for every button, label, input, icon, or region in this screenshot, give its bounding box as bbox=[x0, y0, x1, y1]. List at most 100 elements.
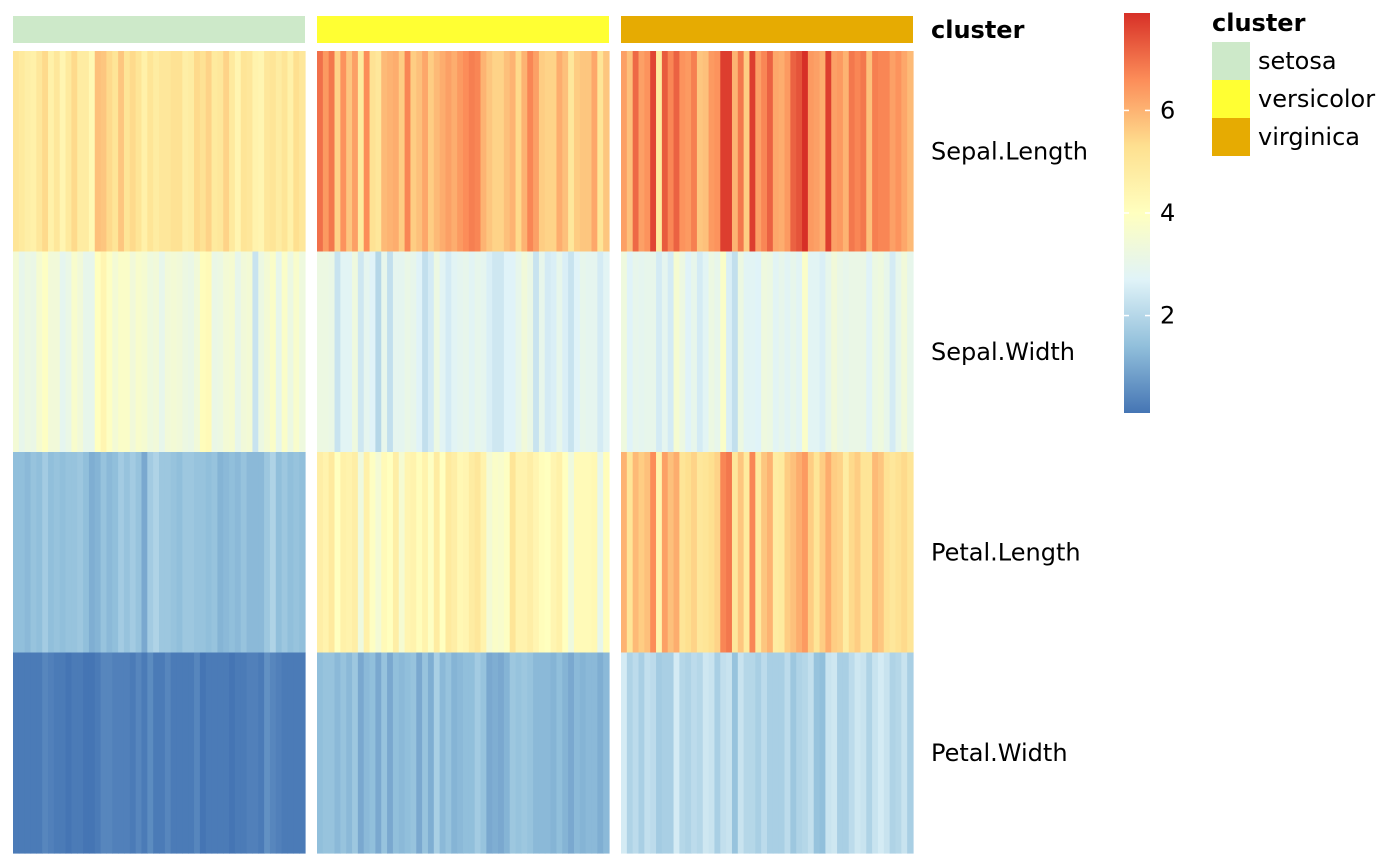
heatmap-cell bbox=[661, 251, 669, 453]
heatmap-cell bbox=[503, 452, 511, 654]
heatmap-cell bbox=[737, 652, 745, 854]
heatmap-cell bbox=[585, 652, 593, 854]
annotation-cell-versicolor bbox=[317, 16, 609, 43]
heatmap-cell bbox=[65, 452, 72, 654]
heatmap-cell bbox=[538, 51, 546, 253]
heatmap-cell bbox=[691, 251, 698, 453]
heatmap-cell bbox=[767, 452, 774, 654]
heatmap-cell bbox=[650, 652, 657, 854]
heatmap-cell bbox=[199, 652, 207, 854]
heatmap-cell bbox=[346, 652, 353, 854]
heatmap-cell bbox=[334, 51, 341, 253]
heatmap-cell bbox=[451, 652, 458, 854]
heatmap-cell bbox=[696, 452, 704, 654]
heatmap-cell bbox=[194, 452, 201, 654]
heatmap-cell bbox=[691, 452, 698, 654]
heatmap-cell bbox=[544, 251, 552, 453]
heatmap-cell bbox=[100, 251, 108, 453]
heatmap-cell bbox=[182, 51, 189, 253]
heatmap-cell bbox=[159, 51, 166, 253]
heatmap-cell bbox=[492, 452, 499, 654]
legend-title: cluster bbox=[1212, 9, 1306, 37]
heatmap-cell bbox=[895, 452, 902, 654]
heatmap-cell bbox=[503, 251, 511, 453]
heatmap-cell bbox=[269, 452, 277, 654]
heatmap-cell bbox=[340, 251, 347, 453]
heatmap-cell bbox=[77, 51, 84, 253]
heatmap-cell bbox=[170, 51, 178, 253]
heatmap-cell bbox=[573, 452, 581, 654]
heatmap-cell bbox=[59, 51, 67, 253]
heatmap-cell bbox=[521, 452, 528, 654]
heatmap-cell bbox=[48, 452, 55, 654]
heatmap-cell bbox=[708, 652, 716, 854]
heatmap-cell bbox=[123, 652, 131, 854]
heatmap-cell bbox=[889, 251, 897, 453]
heatmap-cell bbox=[784, 51, 791, 253]
heatmap-cell bbox=[883, 452, 891, 654]
heatmap-cell bbox=[901, 652, 908, 854]
heatmap-cell bbox=[234, 251, 242, 453]
heatmap-cell bbox=[819, 452, 826, 654]
heatmap-cell bbox=[170, 652, 178, 854]
heatmap-cell bbox=[217, 51, 224, 253]
heatmap-cell bbox=[533, 652, 540, 854]
heatmap-cell bbox=[281, 251, 289, 453]
heatmap-cell bbox=[18, 652, 26, 854]
heatmap-cell bbox=[848, 452, 856, 654]
heatmap-cell bbox=[708, 51, 716, 253]
heatmap-cell bbox=[562, 251, 569, 453]
heatmap-cell bbox=[901, 251, 908, 453]
heatmap-cell bbox=[223, 251, 230, 453]
heatmap-cell bbox=[673, 652, 680, 854]
heatmap-cell bbox=[13, 652, 20, 854]
heatmap-cell bbox=[790, 51, 797, 253]
heatmap-cell bbox=[679, 452, 686, 654]
heatmap-cell bbox=[457, 652, 464, 854]
heatmap-cell bbox=[644, 652, 651, 854]
heatmap-cell bbox=[778, 51, 786, 253]
heatmap-cell bbox=[807, 51, 815, 253]
heatmap-cell bbox=[573, 51, 581, 253]
row-labels: Sepal.Length Sepal.Width Petal.Length Petal… bbox=[931, 137, 1088, 766]
heatmap-cell bbox=[123, 51, 131, 253]
heatmap-cell bbox=[334, 251, 341, 453]
heatmap-cell bbox=[363, 652, 371, 854]
heatmap-cell bbox=[369, 251, 376, 453]
heatmap-cell bbox=[889, 51, 897, 253]
heatmap-cell bbox=[644, 251, 651, 453]
heatmap-cell bbox=[433, 652, 441, 854]
heatmap-cell bbox=[597, 251, 604, 453]
heatmap-cell bbox=[445, 251, 452, 453]
heatmap-cell bbox=[223, 652, 230, 854]
heatmap-cell bbox=[317, 251, 324, 453]
heatmap-cell bbox=[714, 251, 721, 453]
heatmap-cell bbox=[65, 251, 72, 453]
heatmap-cell bbox=[42, 652, 49, 854]
heatmap-cell bbox=[24, 452, 32, 654]
heatmap-cell bbox=[135, 251, 143, 453]
heatmap-cell bbox=[30, 251, 37, 453]
heatmap-cell bbox=[696, 51, 704, 253]
heatmap-cell bbox=[77, 251, 84, 453]
heatmap-cell bbox=[743, 251, 751, 453]
heatmap-cell bbox=[352, 251, 359, 453]
heatmap-cell bbox=[129, 452, 137, 654]
heatmap-cell bbox=[176, 251, 183, 453]
color-scale-tick-label: 2 bbox=[1160, 302, 1175, 330]
row-label: Sepal.Length bbox=[931, 137, 1088, 165]
heatmap-cell bbox=[685, 251, 692, 453]
heatmap-cell bbox=[352, 452, 359, 654]
heatmap-cell bbox=[30, 452, 37, 654]
heatmap-cell bbox=[287, 51, 294, 253]
heatmap-cell bbox=[579, 652, 587, 854]
heatmap-cell bbox=[907, 452, 914, 654]
cluster-annotation-bar bbox=[13, 16, 913, 43]
heatmap-cell bbox=[65, 51, 72, 253]
heatmap-cell bbox=[118, 652, 125, 854]
heatmap-cell bbox=[533, 452, 540, 654]
heatmap-cell bbox=[322, 51, 330, 253]
heatmap-cell bbox=[36, 652, 43, 854]
heatmap-cell bbox=[123, 251, 131, 453]
